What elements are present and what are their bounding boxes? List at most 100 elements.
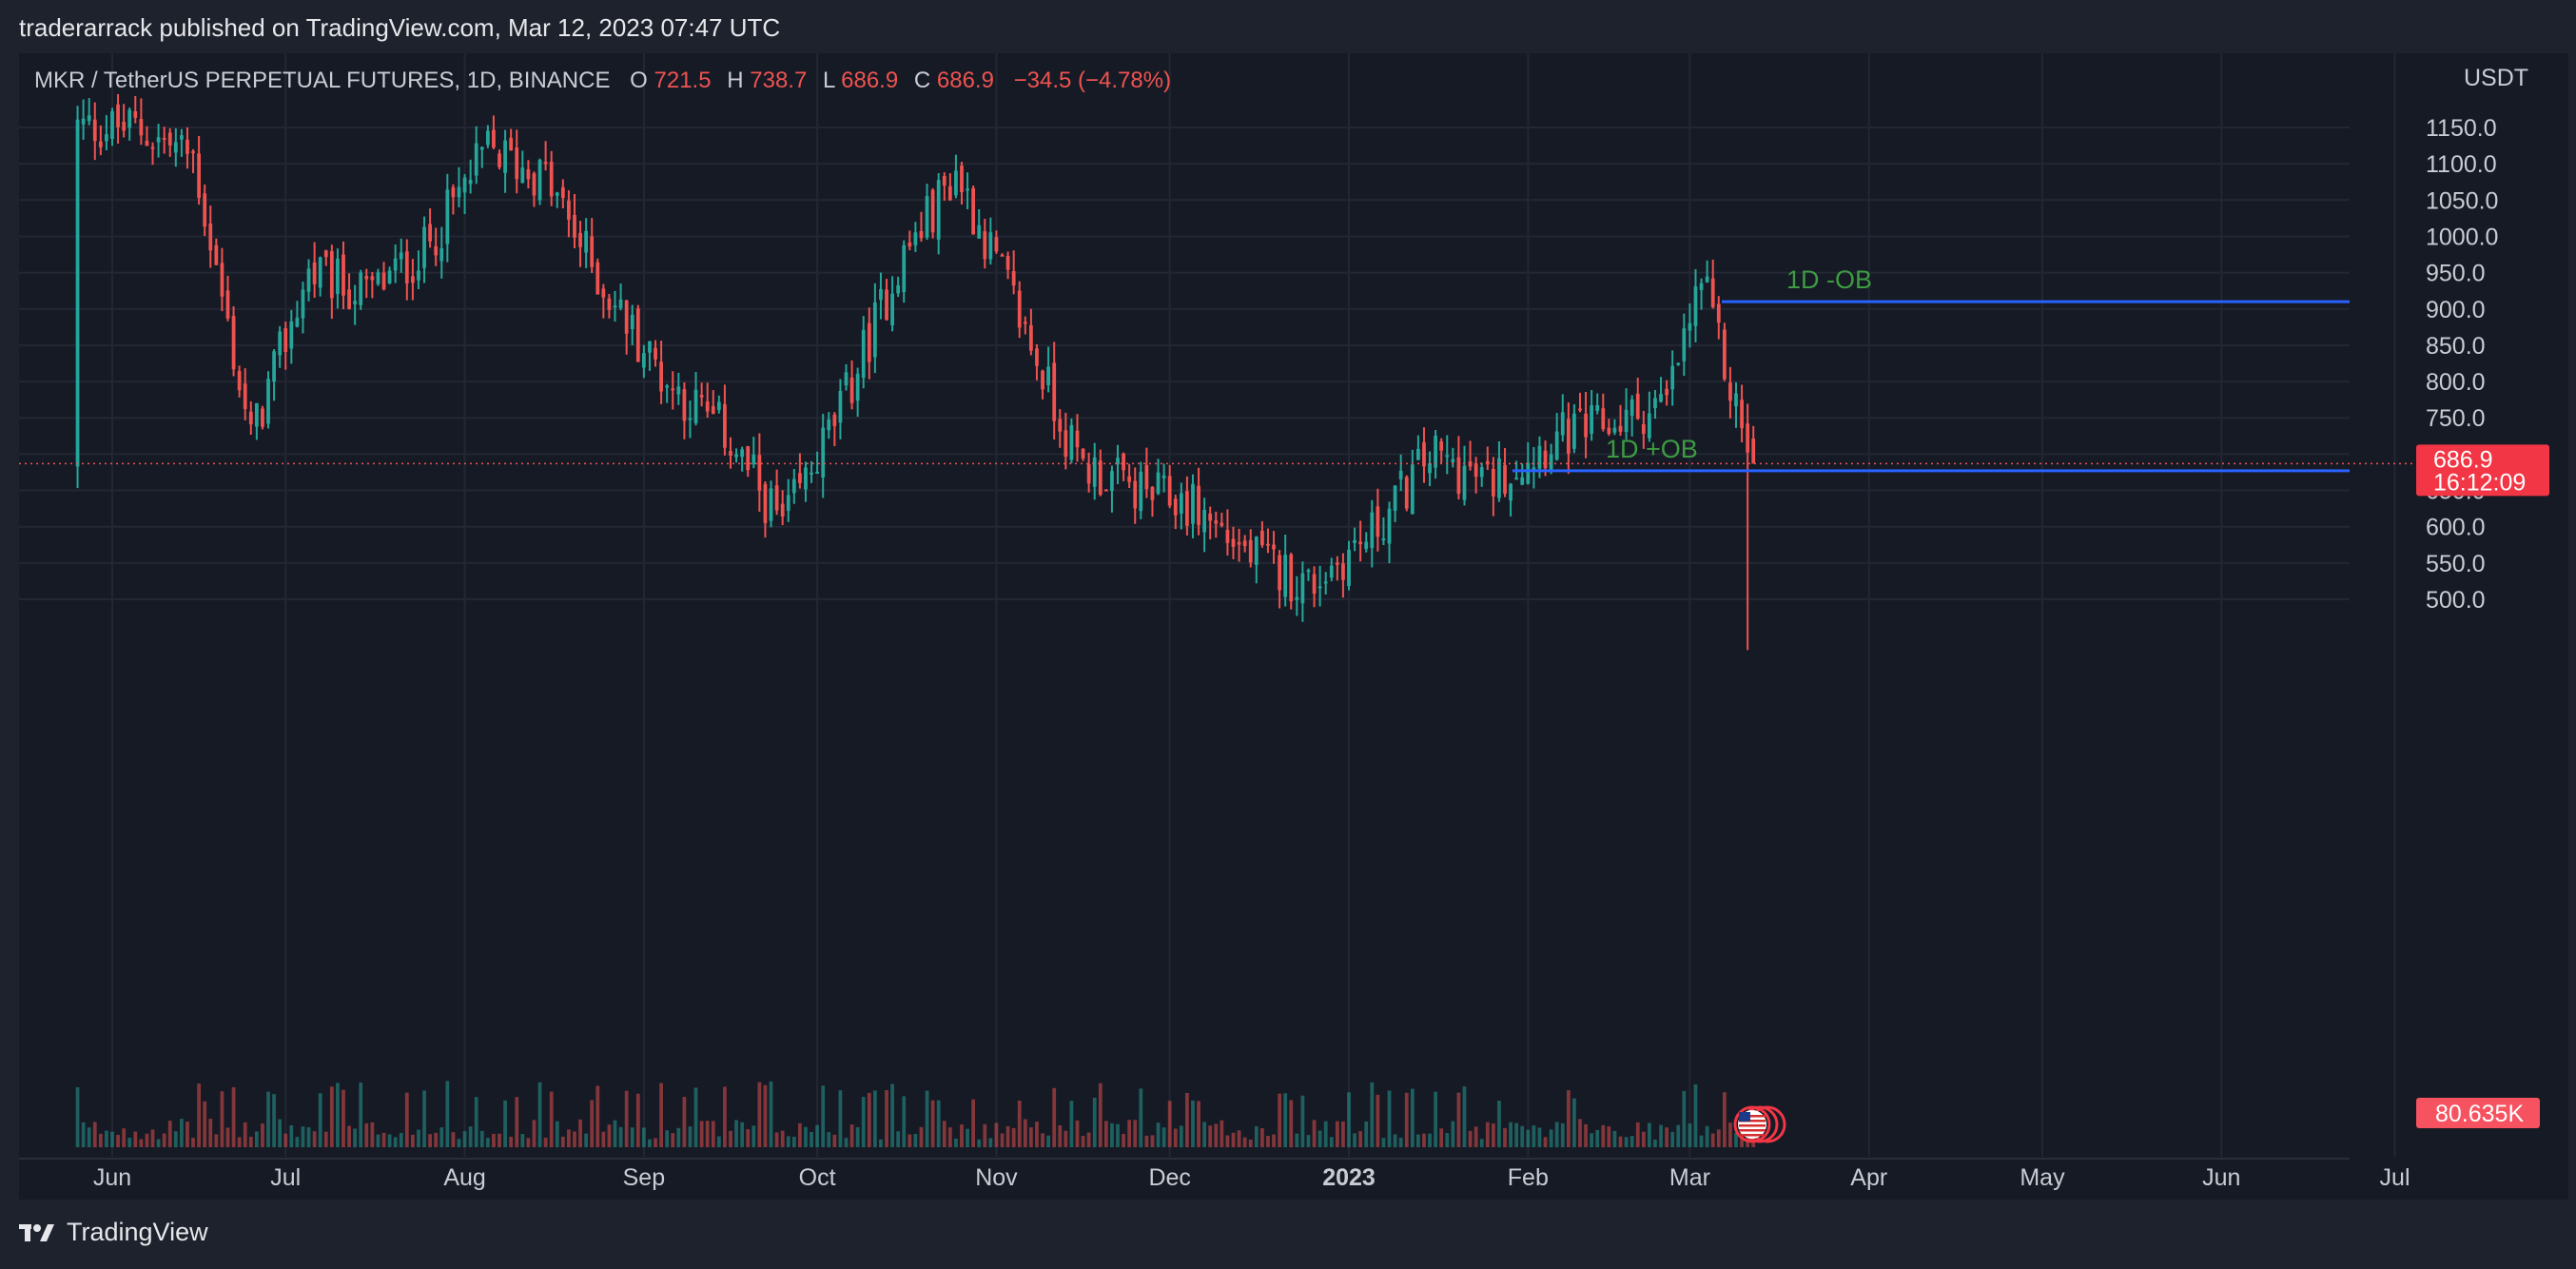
volume-bar (716, 1136, 721, 1147)
candle-body (1272, 544, 1276, 550)
last-price-value: 686.9 (2433, 446, 2493, 473)
volume-bar (1139, 1088, 1143, 1147)
volume-bar (498, 1133, 501, 1147)
volume-bar (1353, 1133, 1356, 1147)
volume-bar (960, 1124, 964, 1147)
volume-bar (1289, 1100, 1294, 1147)
candle-body (1393, 485, 1397, 511)
volume-bar (220, 1091, 224, 1147)
volume-bar (353, 1128, 358, 1147)
candle-body (342, 254, 345, 296)
volume-bar (966, 1128, 969, 1147)
candle-body (942, 176, 946, 186)
candle-body (1231, 538, 1236, 547)
candle-body (1161, 475, 1166, 478)
volume-bar (1317, 1130, 1322, 1147)
volume-bar (289, 1124, 294, 1147)
volume-bar (532, 1120, 537, 1147)
volume-bar (1468, 1130, 1473, 1147)
volume-bar (560, 1136, 565, 1147)
tradingview-brand[interactable]: TradingView (19, 1218, 208, 1247)
candle-body (515, 147, 519, 180)
chart-area[interactable]: 1D -OB 1D +OB 1150.0 1100.0 1050.0 1000.0 950… (19, 53, 2568, 1200)
candle-body (116, 104, 120, 127)
volume-bar (342, 1089, 345, 1147)
price-axis[interactable]: 1150.0 1100.0 1050.0 1000.0 950.0 900.0 850.0 8… (2426, 115, 2498, 614)
candle-body (584, 230, 589, 253)
candle-body (323, 250, 328, 258)
volume-bar (1086, 1132, 1091, 1147)
candle-body (370, 276, 375, 281)
candle-body (960, 166, 964, 193)
candle-body (133, 111, 138, 118)
volume-bar (439, 1127, 444, 1147)
volume-bar (699, 1121, 704, 1147)
candle-body (75, 119, 80, 467)
candle-body (1046, 366, 1050, 385)
candle-body (1086, 463, 1091, 484)
volume-bar (654, 1138, 657, 1147)
candle-body (1485, 460, 1490, 465)
candle-body (977, 225, 982, 239)
us-flag-event-icon[interactable] (1733, 1105, 1786, 1143)
candle-body (682, 389, 687, 421)
volume-bar (336, 1083, 340, 1147)
volume-bar (693, 1087, 698, 1147)
volume-bar (1161, 1127, 1166, 1147)
candle-body (1029, 324, 1033, 351)
candle-body (451, 186, 456, 198)
candle-body (180, 135, 184, 140)
brand-name: TradingView (67, 1218, 208, 1246)
candle-body (930, 189, 935, 233)
volume-bar (1653, 1139, 1657, 1147)
volume-bar (885, 1089, 888, 1147)
volume-bar (1451, 1121, 1455, 1147)
volume-bar (1214, 1123, 1219, 1147)
volume-bar (1590, 1133, 1594, 1147)
candle-body (1069, 424, 1074, 460)
time-axis[interactable]: Jun Jul Aug Sep Oct Nov Dec 2023 Feb Mar Apr May Jun… (93, 1164, 2410, 1191)
candle-body (1670, 365, 1675, 390)
price-chart[interactable]: 1D -OB 1D +OB 1150.0 1100.0 1050.0 1000.0 950… (19, 53, 2568, 1200)
candle-body (272, 351, 276, 382)
candle-body (243, 383, 247, 410)
volume-bar (1416, 1134, 1420, 1147)
candle-body (1035, 348, 1039, 366)
candle-body (624, 300, 629, 334)
volume-bar (105, 1130, 108, 1147)
bar-countdown: 16:12:09 (2433, 469, 2526, 496)
last-price-tag: 686.9 16:12:09 (2416, 444, 2549, 497)
candle-body (1011, 271, 1016, 286)
candle-body (954, 170, 958, 196)
volume-bar (821, 1085, 826, 1147)
candle-body (173, 142, 178, 153)
candle-body (716, 401, 721, 410)
volume-bar (1173, 1128, 1178, 1147)
volume-tag-bg (2416, 1098, 2540, 1128)
candle-body (1699, 283, 1704, 291)
volume-bar (1439, 1128, 1444, 1147)
volume-bar (1387, 1090, 1392, 1147)
candle-body (312, 262, 317, 284)
legend-low-label: L (823, 68, 835, 93)
volume-bar (896, 1131, 901, 1147)
candle-body (1191, 483, 1195, 524)
candle-body (1445, 455, 1450, 458)
volume-bar (734, 1120, 738, 1147)
last-price-tag-bg (2416, 444, 2549, 497)
candle-body (607, 298, 612, 310)
volume-bar (648, 1139, 652, 1147)
candle-body (1618, 425, 1623, 432)
candle-body (1133, 480, 1138, 509)
level-lines[interactable]: 1D -OB 1D +OB (19, 265, 2416, 473)
candle-body (885, 289, 888, 321)
volume-bar (1641, 1131, 1646, 1147)
volume-bar (1017, 1100, 1022, 1147)
volume-bar (624, 1090, 629, 1147)
x-tick-label: Oct (799, 1164, 836, 1191)
volume-bar (167, 1121, 172, 1147)
volume-bar (468, 1126, 473, 1147)
volume-bar (1052, 1087, 1057, 1147)
candle-body (665, 385, 670, 388)
order-block-label: 1D +OB (1606, 435, 1698, 463)
